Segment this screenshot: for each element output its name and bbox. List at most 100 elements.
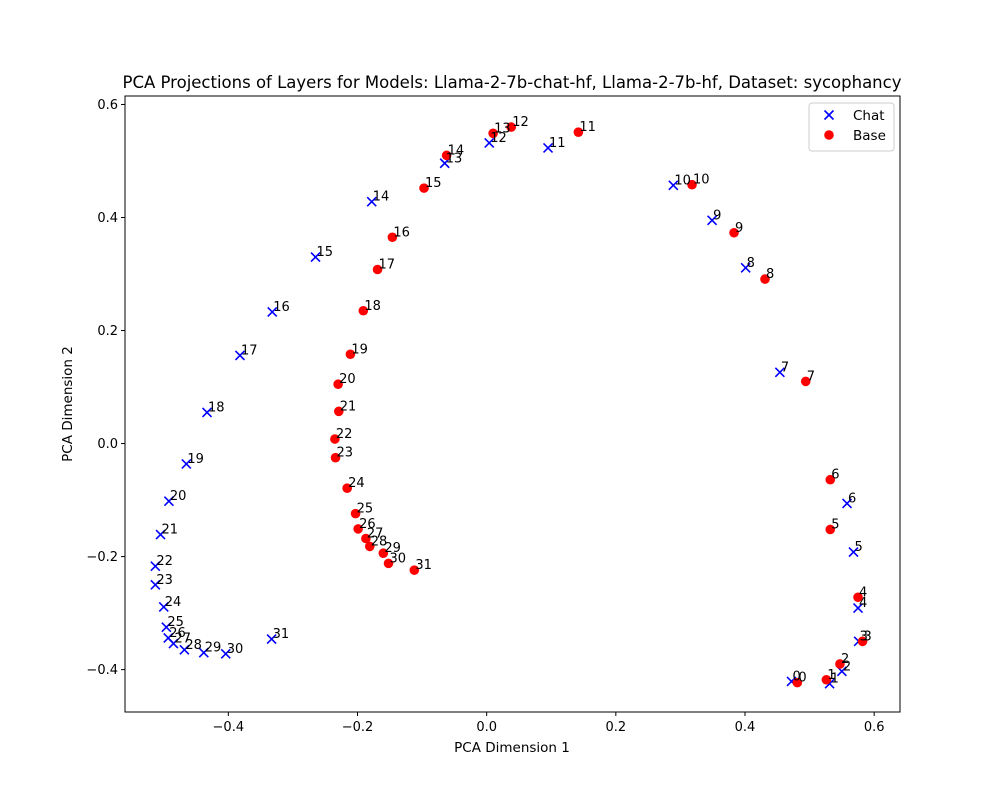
point-chat-layer-18 xyxy=(201,407,213,418)
y-tick-label: −0.4 xyxy=(86,663,118,678)
x-axis-label: PCA Dimension 1 xyxy=(454,740,570,756)
chart-title: PCA Projections of Layers for Models: Ll… xyxy=(123,73,902,92)
point-base-layer-1 xyxy=(821,674,832,685)
point-chat-layer-21 xyxy=(155,529,166,540)
point-base-layer-26 xyxy=(353,524,363,534)
legend-label-base: Base xyxy=(853,128,886,144)
point-label-chat-3: 3 xyxy=(860,629,868,644)
point-base-layer-14 xyxy=(441,150,452,161)
x-tick-label: 0.4 xyxy=(735,720,756,735)
point-base-layer-21 xyxy=(333,406,344,417)
x-tick-label: 0.2 xyxy=(605,720,626,735)
point-base-layer-28 xyxy=(364,541,375,552)
x-tick-label: −0.4 xyxy=(213,720,245,735)
point-label-base-15: 15 xyxy=(425,176,442,191)
point-label-base-4: 4 xyxy=(859,585,867,600)
point-chat-layer-27 xyxy=(168,638,179,649)
point-label-chat-2: 2 xyxy=(843,659,851,674)
point-chat-layer-7 xyxy=(774,367,785,378)
point-label-base-0: 0 xyxy=(798,671,806,686)
point-label-chat-18: 18 xyxy=(208,400,225,415)
point-base-layer-25 xyxy=(350,508,361,519)
point-label-base-17: 17 xyxy=(379,257,396,272)
point-base-layer-27 xyxy=(361,533,371,544)
point-base-layer-10 xyxy=(687,179,697,190)
y-tick-label: 0.2 xyxy=(97,324,118,339)
point-base-layer-16 xyxy=(387,232,398,243)
point-label-base-31: 31 xyxy=(415,558,432,573)
point-label-chat-5: 5 xyxy=(855,540,863,555)
point-label-chat-1: 1 xyxy=(831,672,839,687)
point-label-chat-29: 29 xyxy=(205,641,222,656)
point-label-base-12: 12 xyxy=(512,115,529,130)
point-label-base-26: 26 xyxy=(359,517,376,532)
point-label-base-19: 19 xyxy=(351,342,368,357)
point-base-layer-29 xyxy=(378,548,389,558)
point-chat-layer-23 xyxy=(150,579,161,590)
point-base-layer-2 xyxy=(835,659,845,669)
point-chat-layer-30 xyxy=(220,648,231,659)
point-label-base-14: 14 xyxy=(448,143,465,158)
point-label-base-18: 18 xyxy=(364,299,381,314)
point-chat-layer-20 xyxy=(163,496,174,507)
point-label-base-28: 28 xyxy=(371,534,388,549)
point-label-chat-19: 19 xyxy=(187,452,204,467)
point-label-base-30: 30 xyxy=(390,551,407,566)
point-label-base-20: 20 xyxy=(339,372,356,387)
point-label-chat-17: 17 xyxy=(241,343,258,358)
point-chat-layer-9 xyxy=(706,215,718,226)
point-label-chat-12: 12 xyxy=(490,131,507,146)
point-label-chat-23: 23 xyxy=(156,573,173,588)
point-label-chat-14: 14 xyxy=(373,190,390,205)
point-base-layer-5 xyxy=(825,524,836,535)
data-points: 0 123456789101112131415161718192021222324… xyxy=(150,115,872,689)
point-chat-layer-19 xyxy=(181,458,192,469)
point-label-chat-27: 27 xyxy=(174,632,191,647)
point-base-layer-31 xyxy=(409,565,420,575)
point-chat-layer-5 xyxy=(848,547,859,558)
point-chat-layer-6 xyxy=(841,498,853,509)
y-tick-label: 0.0 xyxy=(97,437,118,452)
point-base-layer-30 xyxy=(383,558,394,569)
point-label-chat-0: 0 xyxy=(793,669,801,684)
legend-marker-base xyxy=(824,130,834,140)
y-axis-ticks: −0.4 −0.2 0.0 0.2 0.4 0.6 xyxy=(86,98,125,678)
point-label-base-24: 24 xyxy=(348,476,365,491)
point-label-chat-13: 13 xyxy=(446,151,463,166)
point-label-base-8: 8 xyxy=(766,267,774,282)
point-chat-layer-16 xyxy=(267,306,278,317)
point-label-base-7: 7 xyxy=(807,369,815,384)
point-chat-layer-24 xyxy=(158,601,169,612)
point-label-chat-25: 25 xyxy=(167,615,184,630)
point-base-layer-11 xyxy=(573,127,584,137)
point-label-chat-6: 6 xyxy=(848,491,856,506)
point-chat-layer-10 xyxy=(668,180,679,191)
point-label-base-22: 22 xyxy=(336,427,353,442)
point-base-layer-0 xyxy=(792,677,803,688)
point-base-layer-18 xyxy=(358,305,369,316)
point-label-chat-15: 15 xyxy=(317,245,334,260)
point-label-base-3: 3 xyxy=(864,629,872,644)
legend-marker-chat xyxy=(823,109,835,121)
point-label-chat-21: 21 xyxy=(162,523,179,538)
point-chat-layer-15 xyxy=(310,251,321,263)
point-base-layer-22 xyxy=(330,434,340,444)
point-chat-layer-25 xyxy=(161,622,172,633)
point-label-base-23: 23 xyxy=(337,446,354,461)
point-base-layer-13 xyxy=(488,128,498,139)
point-label-chat-26: 26 xyxy=(169,626,186,641)
point-label-base-9: 9 xyxy=(735,221,743,236)
point-label-base-11: 11 xyxy=(579,120,596,135)
legend: Chat Base xyxy=(808,102,895,152)
point-label-base-5: 5 xyxy=(831,517,839,532)
y-tick-label: 0.4 xyxy=(97,211,118,226)
point-base-layer-8 xyxy=(760,274,770,284)
point-label-chat-7: 7 xyxy=(781,360,789,375)
point-base-layer-6 xyxy=(825,474,836,485)
point-label-base-29: 29 xyxy=(384,541,401,556)
point-chat-layer-14 xyxy=(366,196,377,207)
point-base-layer-17 xyxy=(372,264,383,275)
point-chat-layer-4 xyxy=(852,602,864,614)
point-chat-layer-31 xyxy=(266,634,277,645)
point-label-base-13: 13 xyxy=(494,121,511,136)
